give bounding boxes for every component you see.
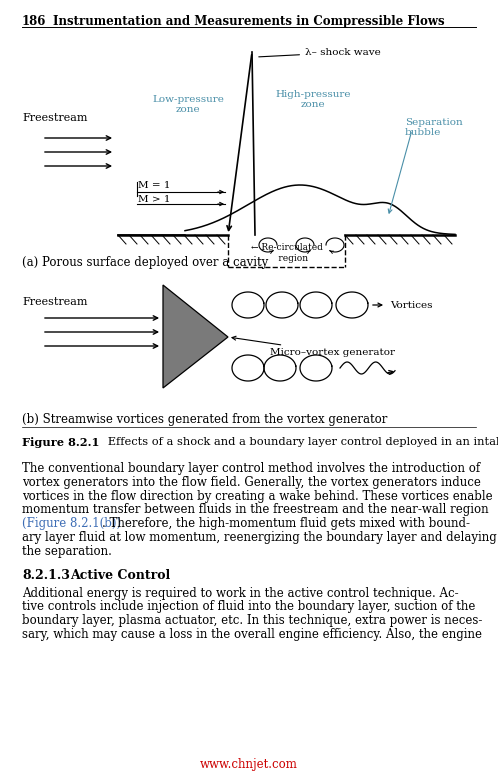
Text: 186: 186 — [22, 15, 46, 28]
Text: (b) Streamwise vortices generated from the vortex generator: (b) Streamwise vortices generated from t… — [22, 413, 387, 426]
Text: www.chnjet.com: www.chnjet.com — [200, 758, 298, 771]
Text: Freestream: Freestream — [22, 113, 88, 123]
Text: λ– shock wave: λ– shock wave — [259, 48, 381, 57]
Text: Freestream: Freestream — [22, 297, 88, 307]
Text: The conventional boundary layer control method involves the introduction of: The conventional boundary layer control … — [22, 462, 480, 475]
Text: vortices in the flow direction by creating a wake behind. These vortices enable: vortices in the flow direction by creati… — [22, 489, 493, 503]
Text: Instrumentation and Measurements in Compressible Flows: Instrumentation and Measurements in Comp… — [53, 15, 445, 28]
Text: Figure 8.2.1: Figure 8.2.1 — [22, 437, 100, 448]
Text: boundary layer, plasma actuator, etc. In this technique, extra power is neces-: boundary layer, plasma actuator, etc. In… — [22, 615, 483, 627]
Polygon shape — [163, 285, 228, 388]
Text: . Therefore, the high-momentum fluid gets mixed with bound-: . Therefore, the high-momentum fluid get… — [102, 517, 470, 530]
Text: ← Re-circulated
     region: ← Re-circulated region — [250, 243, 322, 262]
Text: ary layer fluid at low momentum, reenergizing the boundary layer and delaying: ary layer fluid at low momentum, reenerg… — [22, 531, 497, 544]
Text: sary, which may cause a loss in the overall engine efficiency. Also, the engine: sary, which may cause a loss in the over… — [22, 628, 482, 641]
Text: M = 1: M = 1 — [138, 181, 170, 191]
Text: vortex generators into the flow field. Generally, the vortex generators induce: vortex generators into the flow field. G… — [22, 476, 481, 489]
Text: (a) Porous surface deployed over a cavity: (a) Porous surface deployed over a cavit… — [22, 256, 268, 269]
Text: momentum transfer between fluids in the freestream and the near-wall region: momentum transfer between fluids in the … — [22, 503, 489, 516]
Text: tive controls include injection of fluid into the boundary layer, suction of the: tive controls include injection of fluid… — [22, 601, 476, 614]
Text: Additional energy is required to work in the active control technique. Ac-: Additional energy is required to work in… — [22, 587, 459, 600]
Text: High-pressure
zone: High-pressure zone — [275, 90, 351, 110]
Text: Low-pressure
zone: Low-pressure zone — [152, 95, 224, 114]
Text: (Figure 8.2.1(b)): (Figure 8.2.1(b)) — [22, 517, 121, 530]
Text: 8.2.1.3: 8.2.1.3 — [22, 569, 70, 581]
Text: the separation.: the separation. — [22, 545, 112, 558]
Text: Effects of a shock and a boundary layer control deployed in an intake.: Effects of a shock and a boundary layer … — [97, 437, 498, 447]
Text: Vortices: Vortices — [390, 300, 432, 310]
Text: M > 1: M > 1 — [138, 195, 170, 205]
Text: Active Control: Active Control — [70, 569, 170, 581]
Text: Separation
bubble: Separation bubble — [405, 118, 463, 137]
Text: Micro–vortex generator: Micro–vortex generator — [232, 337, 395, 357]
